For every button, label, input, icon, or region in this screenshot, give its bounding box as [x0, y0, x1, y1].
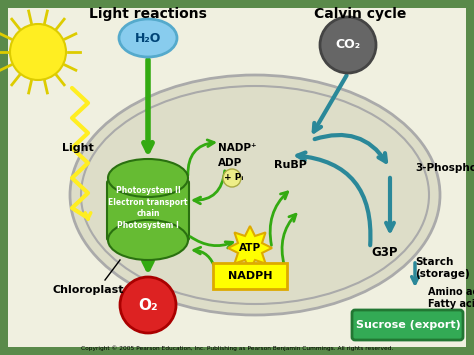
Text: ADP: ADP [218, 158, 242, 168]
Text: G3P: G3P [372, 246, 398, 260]
Circle shape [10, 24, 66, 80]
Text: Calvin cycle: Calvin cycle [314, 7, 406, 21]
FancyBboxPatch shape [352, 310, 463, 340]
Circle shape [320, 17, 376, 73]
Text: Starch
(storage): Starch (storage) [415, 257, 470, 279]
Ellipse shape [108, 159, 188, 197]
Text: CO₂: CO₂ [336, 38, 361, 51]
FancyBboxPatch shape [107, 180, 189, 241]
Text: ATP: ATP [239, 243, 261, 253]
Text: Light: Light [62, 143, 94, 153]
Text: Sucrose (export): Sucrose (export) [356, 320, 460, 330]
Ellipse shape [70, 75, 440, 315]
Ellipse shape [108, 220, 188, 260]
Text: NADP⁺: NADP⁺ [218, 143, 256, 153]
Text: Light reactions: Light reactions [89, 7, 207, 21]
Polygon shape [228, 226, 272, 270]
Text: Copyright © 2005 Pearson Education, Inc. Publishing as Pearson Benjamin Cummings: Copyright © 2005 Pearson Education, Inc.… [81, 345, 393, 351]
Circle shape [120, 277, 176, 333]
Ellipse shape [119, 19, 177, 57]
Text: Amino acids
Fatty acids: Amino acids Fatty acids [428, 287, 474, 309]
Text: + Pᵢ: + Pᵢ [224, 174, 243, 182]
Circle shape [223, 169, 241, 187]
Text: RuBP: RuBP [273, 160, 306, 170]
Text: NADPH: NADPH [228, 271, 272, 281]
Text: Photosystem II
Electron transport
chain
Photosystem I: Photosystem II Electron transport chain … [108, 186, 188, 230]
FancyBboxPatch shape [8, 8, 466, 347]
Text: O₂: O₂ [138, 297, 158, 312]
Text: H₂O: H₂O [135, 32, 161, 44]
Text: 3-Phosphoglycerate: 3-Phosphoglycerate [415, 163, 474, 173]
Text: Chloroplast: Chloroplast [52, 285, 124, 295]
FancyBboxPatch shape [213, 263, 287, 289]
